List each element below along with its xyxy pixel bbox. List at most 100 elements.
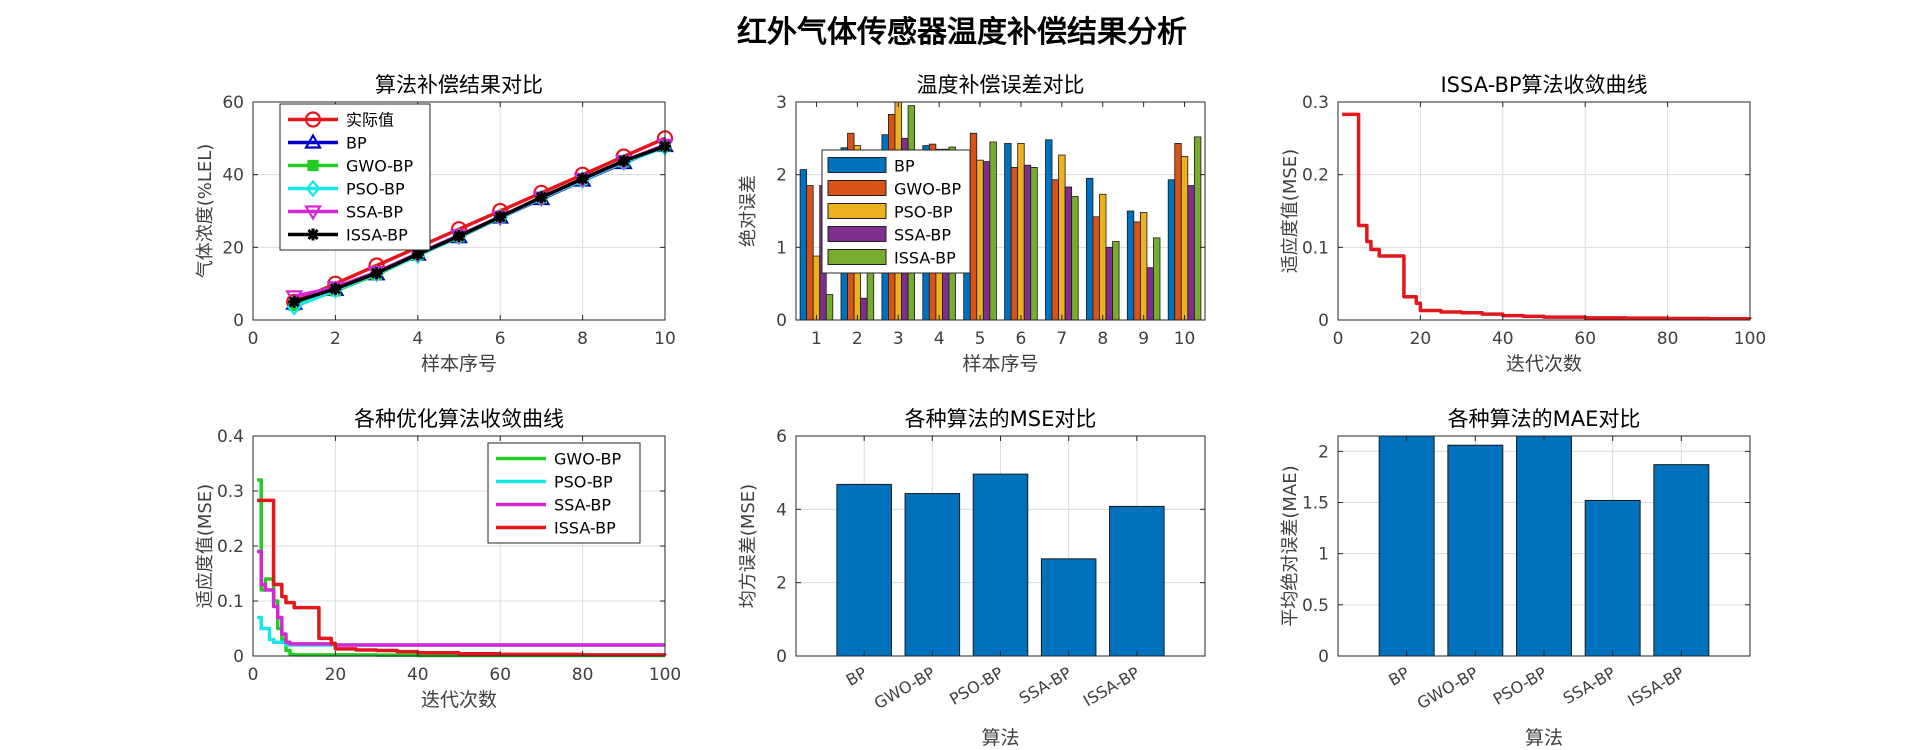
x-tick-label: 40 bbox=[1492, 329, 1514, 349]
x-tick-label: 40 bbox=[407, 665, 429, 685]
bar bbox=[1584, 499, 1641, 657]
legend-label: SSA-BP bbox=[346, 203, 403, 222]
bar bbox=[1516, 435, 1572, 657]
x-tick-label: 20 bbox=[1410, 329, 1432, 349]
x-tick-label: PSO-BP bbox=[946, 663, 1007, 709]
x-tick-label: 8 bbox=[577, 329, 588, 349]
x-tick-label: ISSA-BP bbox=[1080, 663, 1143, 711]
axes-box bbox=[1337, 101, 1751, 321]
series-line bbox=[293, 136, 666, 304]
legend-label: PSO-BP bbox=[346, 180, 405, 199]
bar bbox=[1126, 210, 1135, 321]
bar bbox=[1153, 237, 1161, 321]
bar bbox=[1133, 221, 1141, 321]
y-tick-label: 40 bbox=[222, 166, 244, 186]
chart-title: 算法补偿结果对比 bbox=[375, 73, 543, 97]
x-tick-label: 100 bbox=[1734, 329, 1766, 349]
bar bbox=[1023, 164, 1032, 321]
x-tick-label: 60 bbox=[1574, 329, 1596, 349]
axes-box bbox=[795, 101, 1206, 321]
x-tick-label: 3 bbox=[893, 329, 904, 349]
series-line bbox=[257, 498, 667, 657]
chart-mse-comparison: 0 2 4 6 BP GWO-BP PSO-BP SSA-BP ISSA-BP 各种算法的MSE对… bbox=[738, 407, 1206, 749]
legend-label: ISSA-BP bbox=[346, 226, 408, 245]
chart-title: 各种算法的MSE对比 bbox=[905, 407, 1097, 431]
y-axis-label: 绝对误差 bbox=[738, 175, 759, 247]
legend-marker bbox=[305, 179, 321, 198]
y-axis-label: 适应度值(MSE) bbox=[1280, 149, 1301, 273]
x-tick-label: 2 bbox=[852, 329, 863, 349]
y-tick-label: 0.3 bbox=[1302, 93, 1329, 113]
series-line bbox=[257, 549, 665, 647]
bar bbox=[860, 297, 868, 321]
x-tick-label: 9 bbox=[1138, 329, 1149, 349]
y-tick-label: 0.1 bbox=[1302, 238, 1329, 258]
bar bbox=[1187, 185, 1195, 321]
bar bbox=[1139, 212, 1148, 321]
bar bbox=[969, 132, 978, 321]
bar bbox=[836, 483, 892, 657]
legend-swatch bbox=[827, 249, 887, 265]
axes-box bbox=[252, 101, 666, 321]
y-tick-label: 0.5 bbox=[1302, 596, 1329, 616]
bar bbox=[1112, 241, 1120, 321]
x-tick-label: PSO-BP bbox=[1490, 663, 1551, 709]
bar bbox=[904, 493, 961, 657]
y-tick-label: 1 bbox=[1318, 545, 1329, 565]
y-tick-label: 0.3 bbox=[217, 482, 244, 502]
x-tick-label: GWO-BP bbox=[871, 663, 939, 713]
y-tick-label: 0 bbox=[1318, 311, 1329, 331]
x-axis-label: 样本序号 bbox=[421, 353, 497, 375]
bar bbox=[1071, 196, 1079, 321]
x-tick-label: 0 bbox=[248, 665, 259, 685]
bar bbox=[972, 473, 1029, 657]
bar bbox=[1058, 154, 1066, 321]
bar bbox=[989, 141, 997, 321]
chart-mae-comparison: 0 0.5 1 1.5 2 BP GWO-BP PSO-BP SSA-BP ISSA-BP 各种算法… bbox=[1280, 407, 1751, 749]
x-tick-label: 7 bbox=[1056, 329, 1067, 349]
bar bbox=[812, 255, 821, 321]
y-tick-label: 3 bbox=[776, 93, 787, 113]
x-tick-label: BP bbox=[843, 663, 871, 690]
legend-swatch bbox=[827, 226, 887, 242]
y-axis-label: 均方误差(MSE) bbox=[738, 484, 759, 608]
y-tick-label: 0.4 bbox=[217, 427, 244, 447]
x-tick-label: SSA-BP bbox=[1016, 663, 1075, 708]
x-tick-label: 20 bbox=[325, 665, 347, 685]
x-axis-label: 算法 bbox=[981, 727, 1019, 749]
data-point bbox=[617, 154, 630, 167]
x-tick-label: 4 bbox=[412, 329, 423, 349]
bar bbox=[1064, 186, 1073, 321]
x-tick-label: BP bbox=[1385, 663, 1413, 690]
chart-title: ISSA-BP算法收敛曲线 bbox=[1440, 73, 1647, 97]
legend-label: SSA-BP bbox=[894, 226, 951, 245]
bar bbox=[1085, 177, 1094, 321]
chart-title: 各种优化算法收敛曲线 bbox=[354, 407, 564, 431]
legend-marker bbox=[304, 111, 322, 128]
legend-marker bbox=[307, 228, 319, 241]
legend-box bbox=[279, 103, 431, 251]
legend-label: PSO-BP bbox=[554, 473, 613, 492]
x-tick-label: 0 bbox=[248, 329, 259, 349]
bar bbox=[1045, 139, 1053, 321]
x-tick-label: 80 bbox=[572, 665, 594, 685]
y-tick-label: 2 bbox=[776, 574, 787, 594]
y-tick-label: 1 bbox=[776, 238, 787, 258]
figure-title: 红外气体传感器温度补偿结果分析 bbox=[737, 15, 1187, 50]
y-tick-label: 6 bbox=[776, 427, 787, 447]
x-tick-label: 100 bbox=[649, 665, 681, 685]
x-axis-label: 样本序号 bbox=[962, 353, 1038, 375]
chart-title: 各种算法的MAE对比 bbox=[1448, 407, 1641, 431]
plot-background bbox=[1338, 102, 1750, 320]
y-tick-label: 0 bbox=[1318, 647, 1329, 667]
bar bbox=[1040, 558, 1097, 657]
y-axis-label: 气体浓度(%LEL) bbox=[195, 144, 216, 279]
x-tick-label: ISSA-BP bbox=[1624, 663, 1687, 711]
chart-title: 温度补偿误差对比 bbox=[917, 73, 1085, 97]
bar bbox=[825, 294, 834, 321]
series-line bbox=[1342, 112, 1752, 321]
data-point bbox=[411, 248, 424, 261]
